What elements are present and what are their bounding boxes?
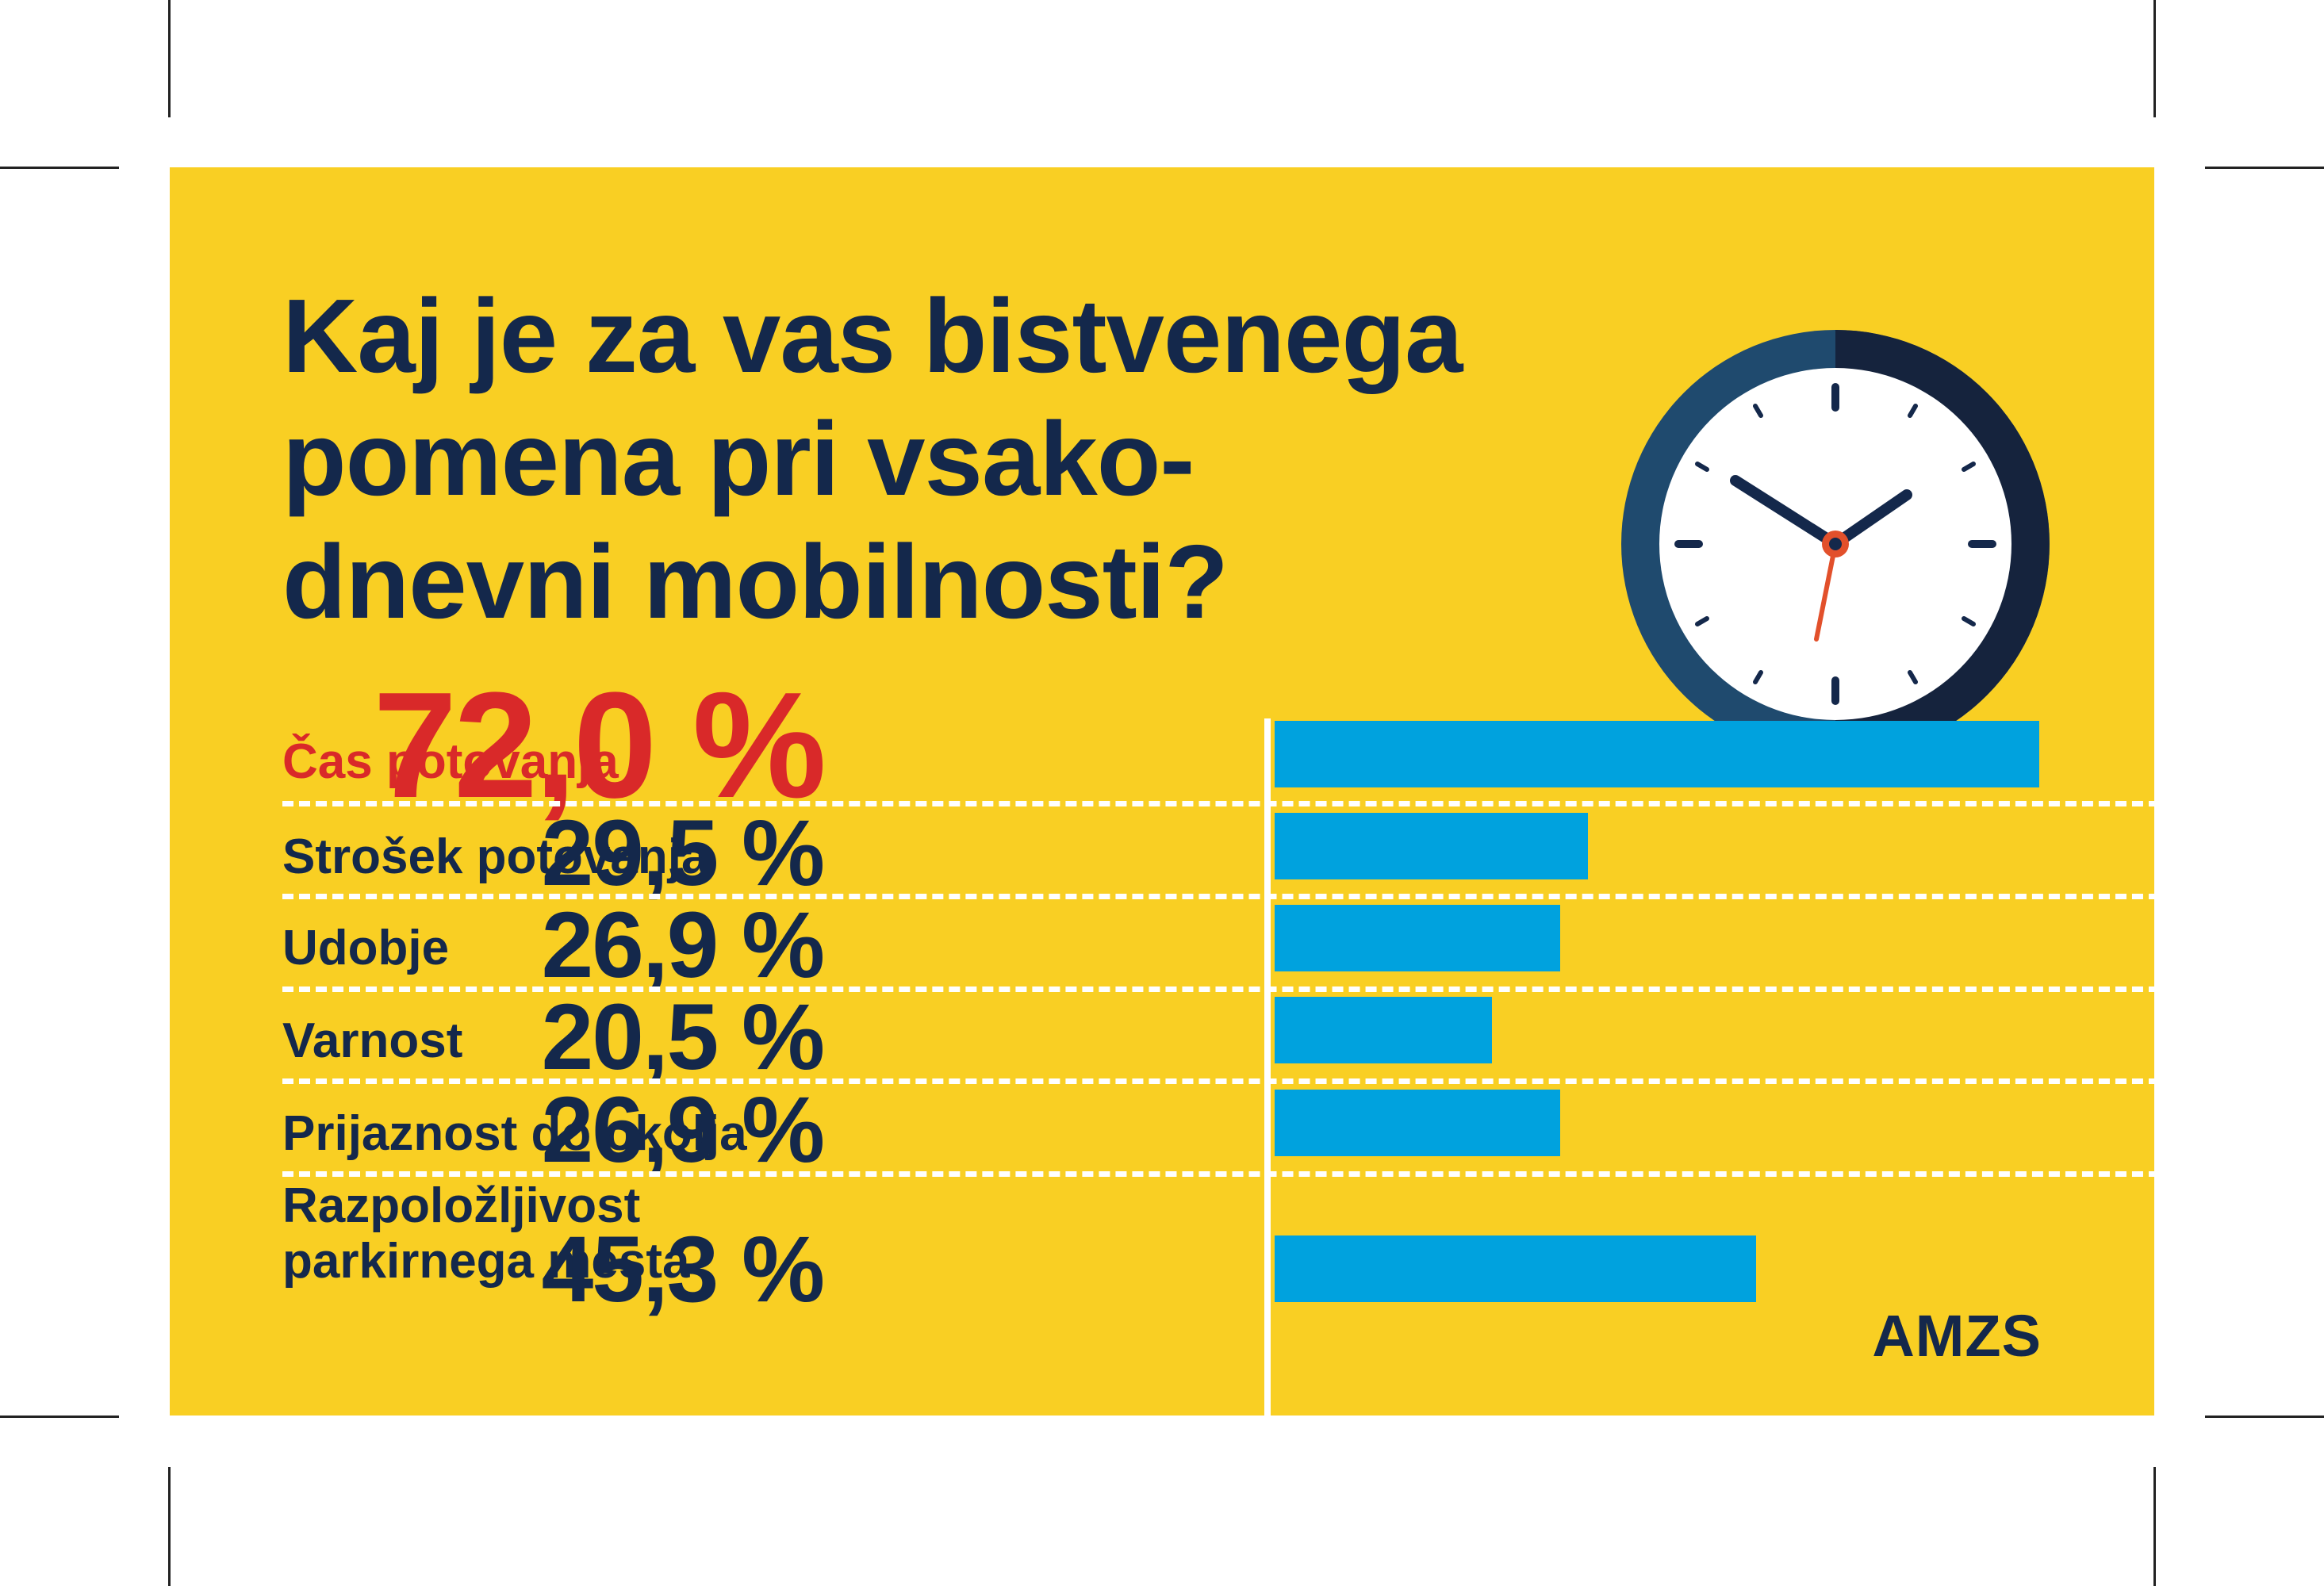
- category-label-line: parkirnega mesta: [282, 1234, 690, 1289]
- category-label-line: Strošek potovanja: [282, 829, 709, 884]
- title-line-3: dnevni mobilnosti?: [282, 523, 1229, 640]
- category-label: Razpoložljivost parkirnega mesta: [282, 1178, 689, 1289]
- category-label-line: Razpoložljivost: [282, 1178, 641, 1233]
- category-label-line: Udobje: [282, 921, 450, 975]
- title-line-1: Kaj je za vas bistvenega: [282, 278, 1463, 394]
- clock-icon: [1621, 330, 2050, 758]
- category-label: Strošek potovanja: [282, 829, 708, 885]
- crop-mark: [168, 0, 171, 117]
- value-label: 72,0 %: [373, 661, 826, 830]
- bar: [1275, 997, 1492, 1063]
- category-label-line: Čas potovanja: [282, 734, 619, 789]
- crop-mark: [0, 167, 119, 169]
- category-label-line: Varnost: [282, 1013, 463, 1068]
- crop-mark: [2205, 1416, 2324, 1418]
- crop-mark: [2205, 167, 2324, 169]
- chart-title: Kaj je za vas bistvenega pomena pri vsak…: [282, 274, 1631, 643]
- crop-mark: [2153, 1467, 2156, 1586]
- crop-mark: [2153, 0, 2156, 117]
- bar: [1275, 721, 2039, 787]
- crop-mark: [0, 1416, 119, 1418]
- category-label-line: Prijaznost do okolja: [282, 1106, 747, 1161]
- category-label: Udobje: [282, 921, 449, 976]
- value-label: 45,3 %: [541, 1217, 825, 1323]
- crop-mark: [168, 1467, 171, 1586]
- row-divider: [282, 1171, 2210, 1177]
- row-divider: [282, 894, 2210, 899]
- infographic-card: Kaj je za vas bistvenega pomena pri vsak…: [170, 167, 2210, 1472]
- bar: [1275, 813, 1588, 879]
- bar: [1275, 905, 1560, 971]
- category-label: Čas potovanja: [282, 734, 619, 790]
- value-label: 29,5 %: [541, 801, 825, 906]
- bar: [1275, 1235, 1756, 1302]
- chart-axis: [1264, 718, 1271, 1472]
- row-divider: [282, 986, 2210, 992]
- bar: [1275, 1090, 1560, 1156]
- category-label: Prijaznost do okolja: [282, 1106, 747, 1162]
- amzs-logo: AMZS: [1872, 1303, 2042, 1369]
- value-label: 26,9 %: [541, 893, 825, 998]
- title-line-2: pomena pri vsako-: [282, 400, 1195, 517]
- row-divider: [282, 801, 2210, 806]
- row-divider: [282, 1078, 2210, 1084]
- value-label: 26,9 %: [541, 1078, 825, 1183]
- value-label: 20,5 %: [541, 985, 825, 1090]
- category-label: Varnost: [282, 1013, 462, 1069]
